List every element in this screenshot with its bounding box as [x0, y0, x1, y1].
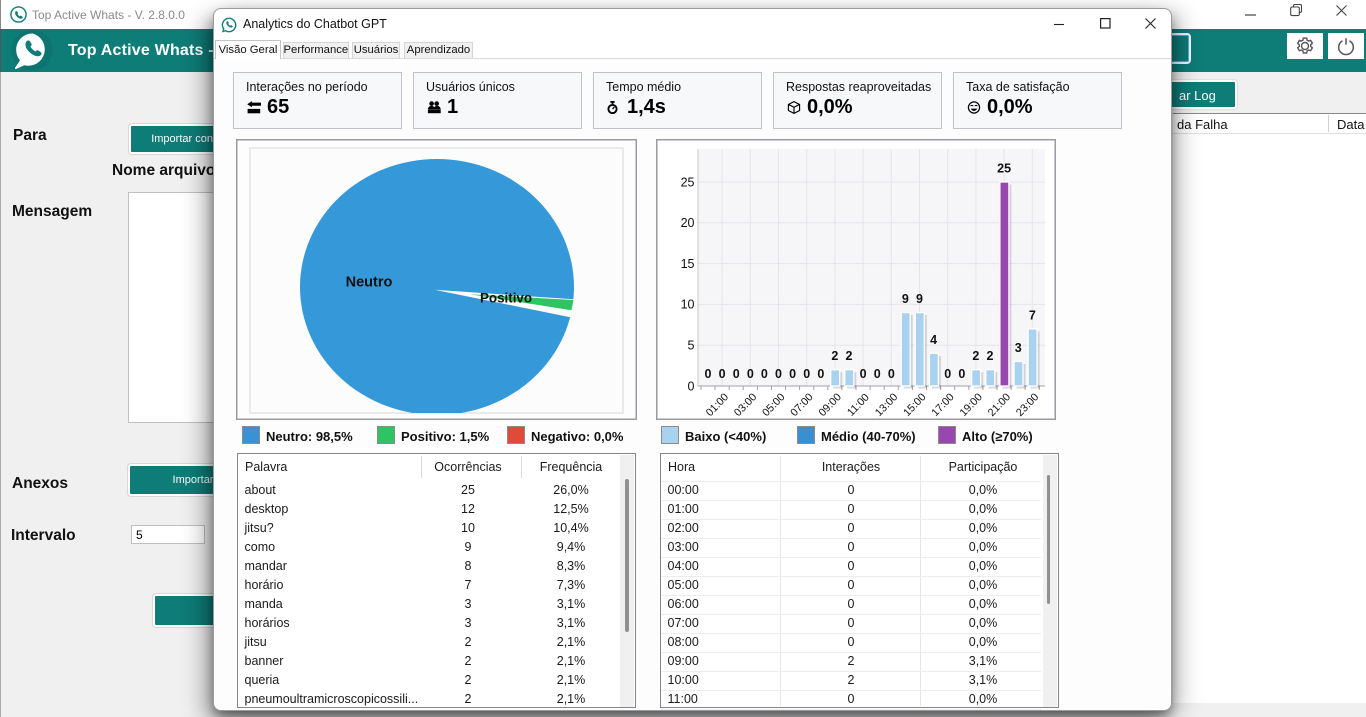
svg-text:0: 0 — [958, 367, 965, 381]
svg-text:0: 0 — [719, 367, 726, 381]
svg-text:0: 0 — [817, 367, 824, 381]
svg-text:0: 0 — [761, 367, 768, 381]
svg-text:7: 7 — [1029, 308, 1036, 322]
svg-text:2: 2 — [987, 349, 994, 363]
svg-text:2: 2 — [972, 349, 979, 363]
svg-text:2: 2 — [846, 349, 853, 363]
svg-text:9: 9 — [902, 292, 909, 306]
svg-text:0: 0 — [705, 367, 712, 381]
svg-text:0: 0 — [775, 367, 782, 381]
svg-text:Neutro: Neutro — [346, 275, 393, 291]
svg-text:0: 0 — [888, 367, 895, 381]
svg-text:Positivo: Positivo — [480, 291, 532, 306]
svg-text:0: 0 — [874, 367, 881, 381]
svg-text:0: 0 — [860, 367, 867, 381]
svg-text:9: 9 — [916, 292, 923, 306]
svg-text:10: 10 — [681, 298, 695, 312]
svg-text:2: 2 — [831, 349, 838, 363]
svg-text:4: 4 — [930, 333, 937, 347]
svg-text:0: 0 — [688, 379, 695, 393]
svg-text:3: 3 — [1015, 341, 1022, 355]
svg-text:0: 0 — [747, 367, 754, 381]
svg-text:0: 0 — [733, 367, 740, 381]
svg-text:25: 25 — [997, 162, 1011, 176]
svg-text:15: 15 — [681, 257, 695, 271]
svg-text:25: 25 — [681, 175, 695, 189]
svg-text:20: 20 — [681, 216, 695, 230]
svg-text:5: 5 — [688, 339, 695, 353]
svg-text:0: 0 — [803, 367, 810, 381]
svg-text:0: 0 — [944, 367, 951, 381]
svg-text:0: 0 — [789, 367, 796, 381]
